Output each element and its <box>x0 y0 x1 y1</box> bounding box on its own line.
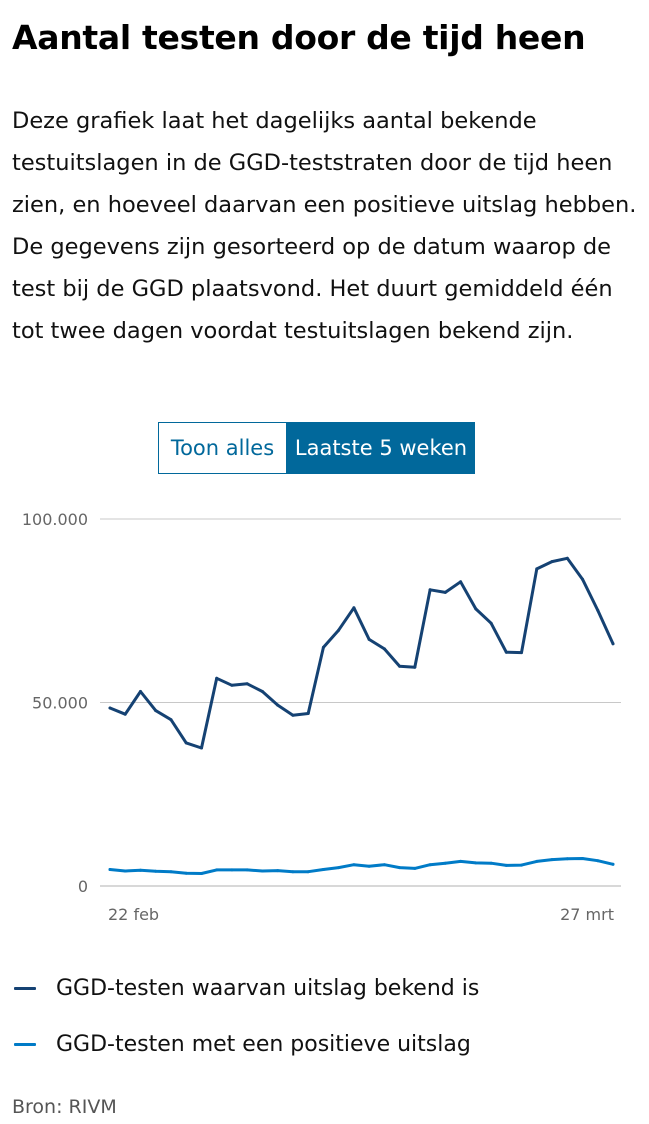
data-point-s0-27 <box>520 651 523 655</box>
data-point-s1-30 <box>565 857 569 861</box>
data-point-s0-14 <box>321 645 325 649</box>
data-point-s0-24 <box>474 607 478 611</box>
data-point-s1-10 <box>260 869 264 873</box>
data-point-s0-12 <box>291 713 295 717</box>
legend-label-positive: GGD-testen met een positieve uitslag <box>56 1031 471 1057</box>
data-point-s1-31 <box>581 857 584 860</box>
data-point-s1-25 <box>489 861 493 865</box>
y-tick-label-0: 0 <box>78 877 88 896</box>
legend-item-tested: GGD-testen waarvan uitslag bekend is <box>14 960 479 1016</box>
data-point-s1-32 <box>596 859 600 863</box>
data-point-s0-25 <box>489 621 493 625</box>
data-point-s1-16 <box>352 863 356 867</box>
series-line-1 <box>108 857 615 875</box>
data-point-s0-3 <box>154 709 158 713</box>
chart-legend: GGD-testen waarvan uitslag bekend is GGD… <box>14 960 479 1072</box>
data-point-s1-2 <box>139 868 142 872</box>
data-point-s1-29 <box>550 858 554 862</box>
data-point-s0-30 <box>565 556 569 560</box>
data-point-s0-8 <box>230 683 234 687</box>
range-toggle: Toon alles Laatste 5 weken <box>158 422 475 474</box>
data-point-s1-8 <box>230 868 234 872</box>
data-point-s1-27 <box>520 863 523 867</box>
data-point-s1-11 <box>276 869 280 873</box>
data-point-s0-4 <box>169 718 173 722</box>
data-point-s0-10 <box>260 690 264 693</box>
y-tick-label-1: 50.000 <box>32 694 88 713</box>
data-point-s0-0 <box>108 706 112 710</box>
data-point-s1-18 <box>382 863 386 867</box>
data-point-s0-15 <box>337 628 341 632</box>
data-point-s0-28 <box>535 567 539 571</box>
data-point-s1-24 <box>474 861 478 865</box>
y-axis-ticks: 0 50.000 100.000 <box>22 510 88 896</box>
data-point-s0-31 <box>581 577 584 581</box>
line-chart: 0 50.000 100.000 22 feb 27 mrt <box>22 510 621 924</box>
data-point-s0-26 <box>504 650 508 654</box>
data-point-s0-18 <box>382 647 386 651</box>
data-point-s0-20 <box>413 665 417 669</box>
data-point-s0-29 <box>550 560 554 564</box>
legend-swatch-tested <box>14 986 36 990</box>
legend-item-positive: GGD-testen met een positieve uitslag <box>14 1016 479 1072</box>
data-point-s0-2 <box>139 690 142 693</box>
data-point-s1-19 <box>398 866 402 870</box>
data-point-s1-15 <box>337 866 341 870</box>
data-point-s0-23 <box>459 580 463 584</box>
data-point-s1-21 <box>428 863 432 867</box>
legend-label-tested: GGD-testen waarvan uitslag bekend is <box>56 975 480 1001</box>
data-point-s1-28 <box>535 859 539 863</box>
data-point-s0-11 <box>276 703 280 707</box>
y-tick-label-2: 100.000 <box>22 510 88 529</box>
data-point-s1-4 <box>169 870 173 874</box>
data-point-s1-20 <box>413 866 417 870</box>
data-point-s1-33 <box>611 862 615 866</box>
data-point-s1-0 <box>108 868 112 871</box>
series-lines <box>108 556 615 875</box>
data-point-s0-1 <box>123 712 127 716</box>
data-point-s1-7 <box>215 868 219 872</box>
data-point-s0-19 <box>398 664 402 668</box>
data-point-s1-23 <box>459 859 463 863</box>
legend-swatch-positive <box>14 1042 36 1046</box>
data-point-s0-21 <box>428 588 432 592</box>
data-point-s0-6 <box>200 746 203 750</box>
show-all-button[interactable]: Toon alles <box>158 422 287 474</box>
data-point-s0-33 <box>611 642 615 646</box>
data-point-s0-5 <box>184 741 188 745</box>
chart-description: Deze grafiek laat het dagelijks aantal b… <box>12 108 637 344</box>
data-point-s1-17 <box>367 864 371 868</box>
data-point-s1-6 <box>200 872 203 875</box>
data-point-s1-22 <box>443 861 447 865</box>
data-point-s1-14 <box>321 868 325 871</box>
last-5-weeks-button[interactable]: Laatste 5 weken <box>287 422 475 474</box>
page-title: Aantal testen door de tijd heen <box>12 18 586 57</box>
data-point-s0-16 <box>352 606 356 610</box>
x-tick-label-0: 22 feb <box>108 905 159 924</box>
data-point-s1-12 <box>291 870 295 874</box>
data-point-s1-3 <box>154 869 158 873</box>
series-line-0 <box>108 556 615 750</box>
data-point-s0-32 <box>596 608 600 612</box>
data-point-s0-9 <box>245 682 249 686</box>
data-point-s0-13 <box>306 712 310 715</box>
data-point-s1-1 <box>123 869 127 873</box>
data-point-s1-26 <box>504 863 508 867</box>
data-point-s0-22 <box>443 590 447 594</box>
x-tick-label-1: 27 mrt <box>560 905 614 924</box>
grid-lines <box>100 518 621 887</box>
data-point-s0-7 <box>215 676 219 680</box>
x-axis-ticks: 22 feb 27 mrt <box>108 905 614 924</box>
data-point-s1-5 <box>184 871 188 875</box>
source-note: Bron: RIVM <box>12 1096 117 1118</box>
data-point-s1-13 <box>306 870 310 874</box>
data-point-s0-17 <box>367 637 371 641</box>
data-point-s1-9 <box>245 868 249 872</box>
